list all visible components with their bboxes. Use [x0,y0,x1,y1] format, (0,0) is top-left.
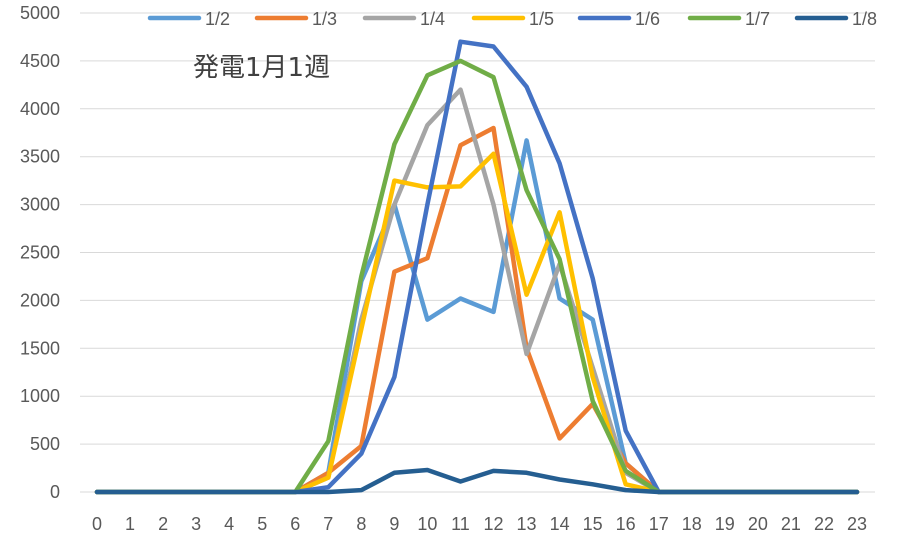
x-tick-label: 8 [356,514,366,534]
legend-label-2: 1/3 [312,9,337,29]
x-tick-label: 16 [616,514,636,534]
x-tick-label: 12 [484,514,504,534]
y-tick-label: 3500 [20,147,60,167]
series-lines [94,39,860,495]
x-tick-label: 11 [451,514,470,534]
x-tick-label: 3 [191,514,201,534]
x-tick-label: 17 [649,514,669,534]
legend-label-3: 1/4 [420,9,445,29]
y-tick-label: 4500 [20,51,60,71]
x-tick-label: 20 [748,514,768,534]
x-tick-label: 19 [715,514,735,534]
legend-label-1: 1/2 [205,9,230,29]
y-tick-label: 500 [30,434,60,454]
x-tick-label: 18 [682,514,702,534]
series-line-6 [94,58,860,495]
legend-label-4: 1/5 [529,9,554,29]
y-tick-label: 1500 [20,338,60,358]
x-tick-label: 2 [158,514,168,534]
x-tick-label: 10 [417,514,437,534]
x-tick-label: 22 [814,514,834,534]
x-tick-label: 4 [224,514,234,534]
series-line-3 [94,87,860,495]
legend-label-5: 1/6 [635,9,660,29]
x-tick-label: 9 [389,514,399,534]
x-axis-ticks: 0 1 2 3 4 5 6 7 8 9 10 11 12 13 14 15 16 17 18 19 20 21 22 23 [92,514,867,534]
series-line-2 [94,125,860,495]
y-axis-ticks: 0 500 1000 1500 2000 2500 3000 3500 4000 4500 5000 [20,3,60,502]
series-line-1 [94,138,860,495]
y-tick-label: 3000 [20,195,60,215]
y-tick-label: 2000 [20,290,60,310]
y-tick-label: 0 [50,482,60,502]
x-tick-label: 7 [323,514,333,534]
gridlines [80,12,875,493]
chart-title: 発電1月1週 [193,53,330,83]
x-tick-label: 14 [550,514,570,534]
y-tick-label: 2500 [20,243,60,263]
x-tick-label: 5 [257,514,267,534]
x-tick-label: 13 [517,514,537,534]
x-tick-label: 23 [847,514,867,534]
y-tick-label: 1000 [20,386,60,406]
y-tick-label: 4000 [20,99,60,119]
x-tick-label: 6 [290,514,300,534]
legend-label-7: 1/8 [852,9,877,29]
y-tick-label: 5000 [20,3,60,23]
x-tick-label: 1 [125,514,135,534]
series-line-7 [94,467,860,495]
x-tick-label: 0 [92,514,102,534]
x-tick-label: 15 [583,514,603,534]
legend-label-6: 1/7 [745,9,770,29]
legend: 1/2 1/3 1/4 1/5 1/6 1/7 1/8 [147,9,877,29]
x-tick-label: 21 [781,514,801,534]
